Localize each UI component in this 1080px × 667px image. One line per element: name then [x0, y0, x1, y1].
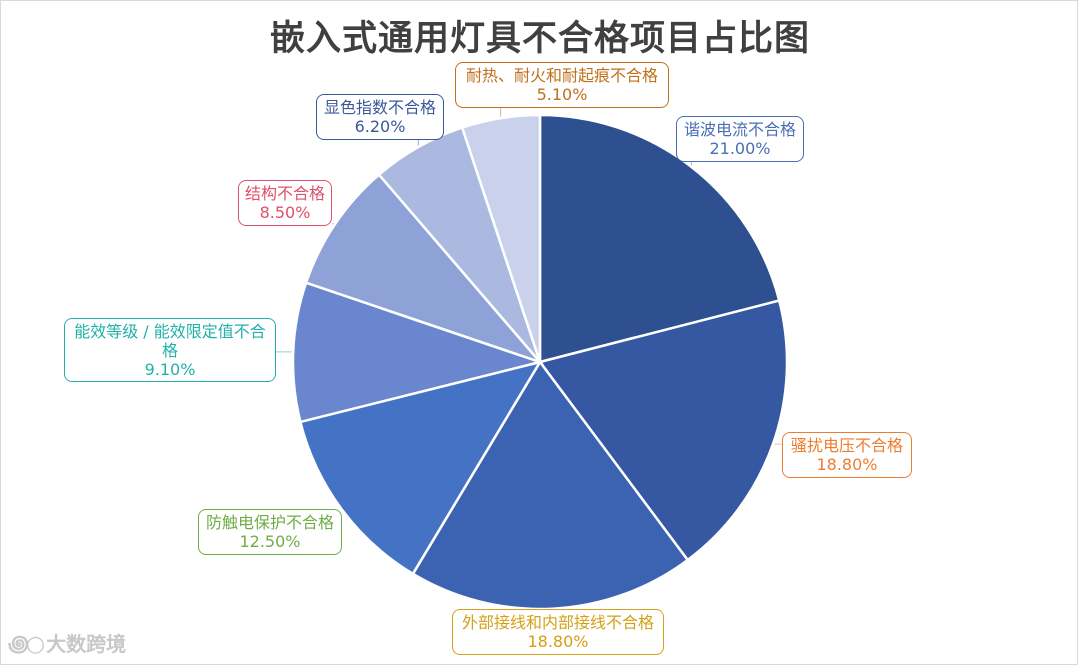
- data-label: 耐热、耐火和耐起痕不合格 5.10%: [455, 62, 669, 108]
- data-label-value: 18.80%: [816, 455, 878, 474]
- data-label: 骚扰电压不合格 18.80%: [782, 432, 912, 478]
- data-label: 防触电保护不合格 12.50%: [198, 509, 342, 555]
- data-label: 能效等级 / 能效限定值不合格 9.10%: [64, 318, 276, 382]
- data-label: 结构不合格 8.50%: [238, 180, 332, 226]
- data-label-value: 12.50%: [239, 532, 301, 551]
- data-label-name: 结构不合格: [245, 184, 326, 203]
- data-label-value: 21.00%: [709, 139, 771, 158]
- watermark-logo-icon: ꩜○: [8, 632, 45, 657]
- data-label-value: 9.10%: [144, 359, 196, 379]
- watermark-text: 大数跨境: [46, 632, 127, 656]
- data-label-name: 显色指数不合格: [323, 98, 436, 117]
- pie-slice: [460, 113, 542, 363]
- data-label: 谐波电流不合格 21.00%: [676, 116, 804, 162]
- data-label-value: 18.80%: [527, 632, 589, 651]
- data-label-name: 能效等级 / 能效限定值不合格: [74, 321, 266, 360]
- pie-slice: [298, 360, 543, 576]
- data-label-name: 外部接线和内部接线不合格: [461, 613, 654, 632]
- pie-slice: [411, 359, 690, 611]
- data-label-name: 谐波电流不合格: [683, 120, 796, 139]
- data-label-name: 骚扰电压不合格: [790, 436, 903, 455]
- pie-slice: [537, 299, 789, 562]
- pie-slice: [538, 113, 781, 364]
- watermark: ꩜○ 大数跨境: [8, 626, 126, 659]
- data-label-name: 防触电保护不合格: [205, 513, 334, 532]
- data-label-name: 耐热、耐火和耐起痕不合格: [465, 66, 658, 85]
- data-label-value: 8.50%: [259, 203, 311, 222]
- data-label-value: 6.20%: [354, 117, 406, 136]
- data-label: 显色指数不合格 6.20%: [316, 94, 444, 140]
- data-label-value: 5.10%: [536, 85, 588, 104]
- chart-title: 嵌入式通用灯具不合格项目占比图: [269, 19, 810, 59]
- data-label: 外部接线和内部接线不合格 18.80%: [452, 609, 664, 655]
- pie-slice: [304, 172, 544, 365]
- pie-slice: [291, 281, 545, 424]
